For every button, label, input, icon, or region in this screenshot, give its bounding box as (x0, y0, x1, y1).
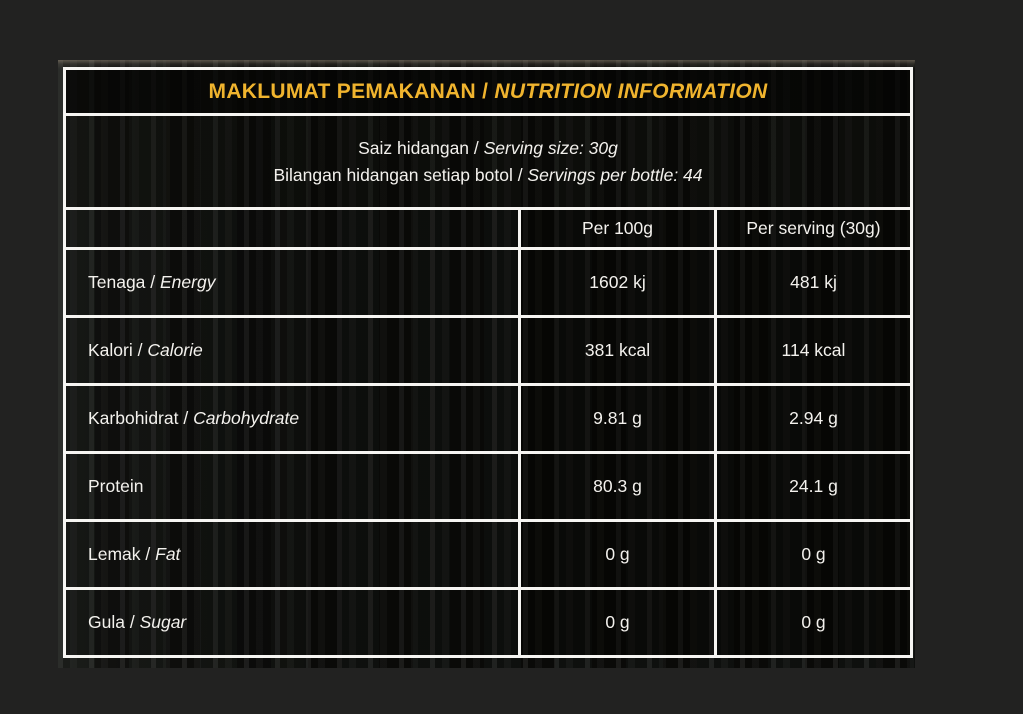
table-header-row: Per 100g Per serving (30g) (63, 207, 913, 250)
table-row-fat: Lemak / Fat 0 g 0 g (63, 519, 913, 590)
row-label: Kalori / Calorie (63, 315, 521, 386)
table-row-calorie: Kalori / Calorie 381 kcal 114 kcal (63, 315, 913, 386)
value-per-100g: 0 g (518, 587, 717, 658)
header-empty-cell (63, 207, 521, 250)
value-per-100g: 0 g (518, 519, 717, 590)
title-row: MAKLUMAT PEMAKANAN / NUTRITION INFORMATI… (63, 67, 913, 116)
value-per-serving: 0 g (714, 587, 913, 658)
table-row-sugar: Gula / Sugar 0 g 0 g (63, 587, 913, 658)
row-label-english: Sugar (139, 612, 187, 632)
value-per-serving: 481 kj (714, 247, 913, 318)
servings-per-bottle-malay: Bilangan hidangan setiap botol / (273, 164, 528, 185)
servings-per-bottle-line: Bilangan hidangan setiap botol / Serving… (66, 162, 910, 189)
row-label-malay: Gula / (88, 612, 140, 632)
label-title: MAKLUMAT PEMAKANAN / NUTRITION INFORMATI… (63, 67, 913, 116)
table-row-protein: Protein 80.3 g 24.1 g (63, 451, 913, 522)
row-label-malay: Tenaga / (88, 272, 160, 292)
value-per-100g: 9.81 g (518, 383, 717, 454)
row-label: Karbohidrat / Carbohydrate (63, 383, 521, 454)
row-label-malay: Protein (88, 476, 144, 496)
table-row-energy: Tenaga / Energy 1602 kj 481 kj (63, 247, 913, 318)
nutrition-label-panel: MAKLUMAT PEMAKANAN / NUTRITION INFORMATI… (58, 60, 915, 668)
value-per-serving: 24.1 g (714, 451, 913, 522)
value-per-100g: 381 kcal (518, 315, 717, 386)
row-label-malay: Karbohidrat / (88, 408, 194, 428)
serving-size-line: Saiz hidangan / Serving size: 30g (66, 135, 910, 162)
serving-size-malay: Saiz hidangan / (358, 137, 484, 158)
serving-info: Saiz hidangan / Serving size: 30g Bilang… (63, 113, 913, 210)
row-label-english: Energy (160, 272, 216, 292)
row-label-malay: Kalori / (88, 340, 148, 360)
row-label: Tenaga / Energy (63, 247, 521, 318)
value-per-serving: 114 kcal (714, 315, 913, 386)
row-label: Protein (63, 451, 521, 522)
value-per-100g: 80.3 g (518, 451, 717, 522)
value-per-serving: 0 g (714, 519, 913, 590)
row-label-malay: Lemak / (88, 544, 156, 564)
row-label-english: Fat (155, 544, 181, 564)
servings-per-bottle-english: Servings per bottle: 44 (527, 164, 703, 185)
serving-info-row: Saiz hidangan / Serving size: 30g Bilang… (63, 113, 913, 210)
row-label: Lemak / Fat (63, 519, 521, 590)
header-per-serving: Per serving (30g) (714, 207, 913, 250)
row-label-english: Carbohydrate (193, 408, 300, 428)
value-per-serving: 2.94 g (714, 383, 913, 454)
serving-size-english: Serving size: 30g (483, 137, 618, 158)
row-label-english: Calorie (147, 340, 203, 360)
title-english: NUTRITION INFORMATION (494, 79, 768, 103)
header-per-100g: Per 100g (518, 207, 717, 250)
row-label: Gula / Sugar (63, 587, 521, 658)
table-row-carbohydrate: Karbohidrat / Carbohydrate 9.81 g 2.94 g (63, 383, 913, 454)
nutrition-table: MAKLUMAT PEMAKANAN / NUTRITION INFORMATI… (63, 67, 913, 658)
value-per-100g: 1602 kj (518, 247, 717, 318)
title-malay: MAKLUMAT PEMAKANAN / (208, 79, 495, 103)
